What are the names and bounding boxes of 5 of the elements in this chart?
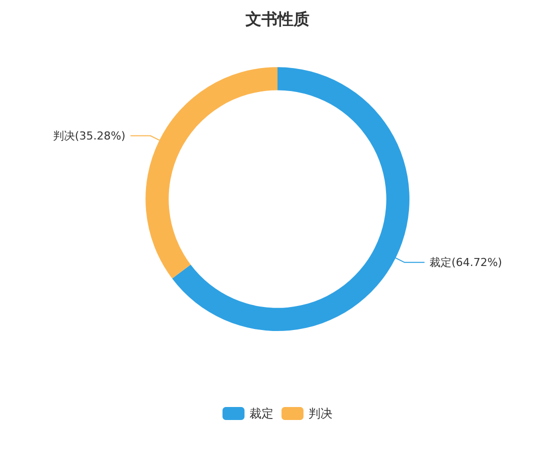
data-label: 判决(35.28%) (52, 129, 126, 142)
legend-label: 判决 (308, 406, 332, 420)
chart-title: 文书性质 (244, 10, 310, 28)
legend-label: 裁定 (250, 406, 274, 420)
data-label: 裁定(64.72%) (430, 256, 502, 269)
